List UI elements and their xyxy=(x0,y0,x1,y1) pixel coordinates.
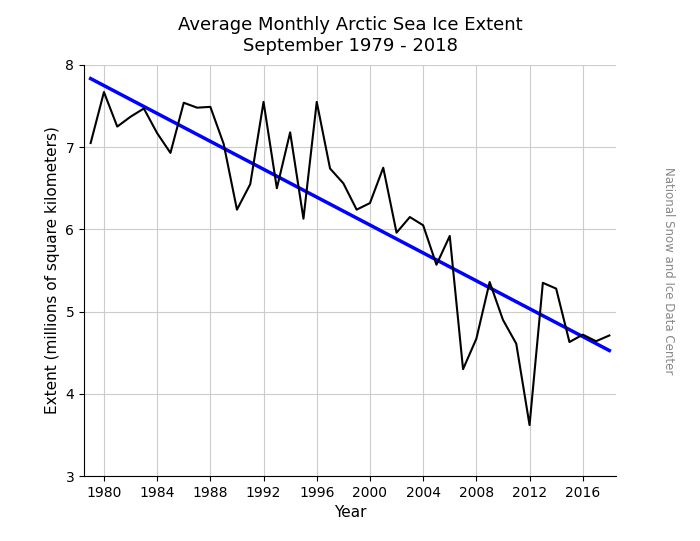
Text: National Snow and Ice Data Center: National Snow and Ice Data Center xyxy=(662,167,675,374)
X-axis label: Year: Year xyxy=(334,505,366,520)
Y-axis label: Extent (millions of square kilometers): Extent (millions of square kilometers) xyxy=(45,127,60,414)
Title: Average Monthly Arctic Sea Ice Extent
September 1979 - 2018: Average Monthly Arctic Sea Ice Extent Se… xyxy=(178,16,522,55)
